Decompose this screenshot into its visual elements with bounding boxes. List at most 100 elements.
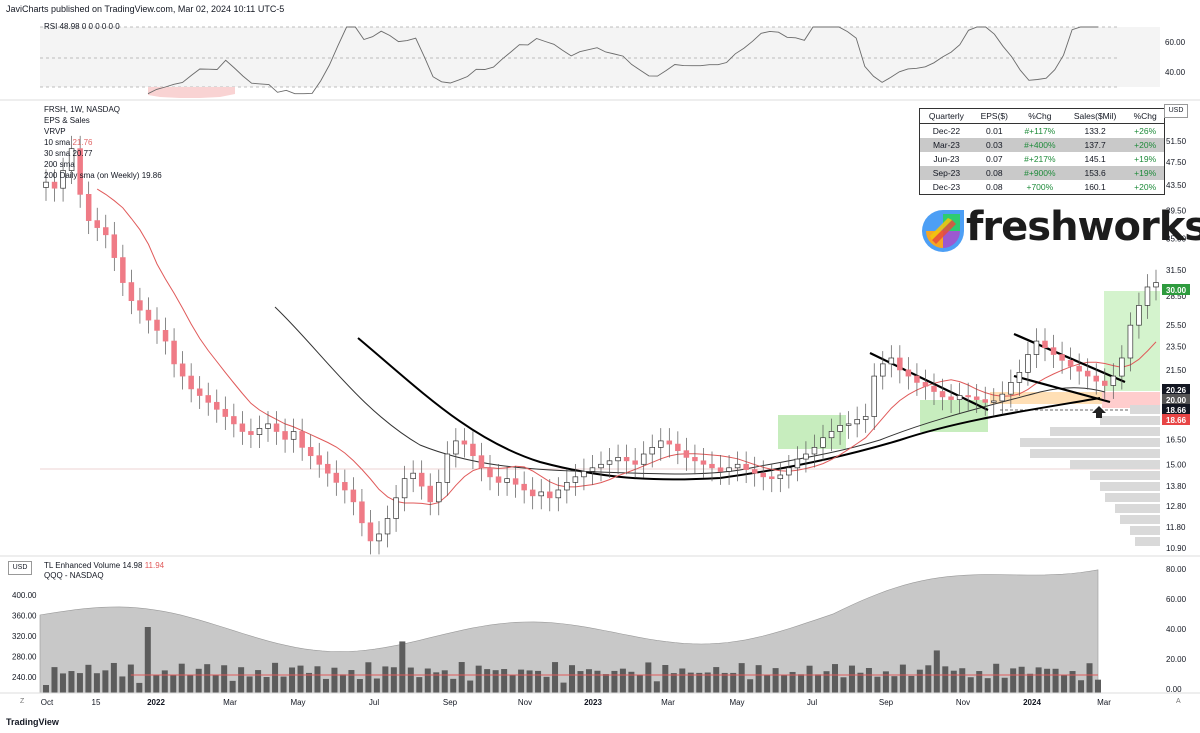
volume-bar	[628, 671, 635, 693]
cell: +19%	[1134, 154, 1157, 164]
candle	[350, 477, 357, 516]
candle	[828, 418, 835, 452]
volume-bar	[577, 671, 584, 693]
candle	[862, 403, 869, 433]
candle	[803, 441, 809, 473]
cell: Jun-23	[933, 154, 960, 164]
candle	[231, 403, 237, 438]
price-tick: 12.80	[1166, 502, 1187, 511]
candle	[60, 157, 66, 202]
freshworks-logo-icon	[922, 210, 964, 252]
candle	[1144, 274, 1151, 319]
cell: 0.03	[972, 138, 1016, 152]
candle	[265, 411, 271, 442]
volume-bar	[382, 666, 389, 693]
volume-bar	[390, 667, 397, 693]
candle	[948, 384, 954, 414]
svg-text:18.66: 18.66	[1166, 406, 1187, 415]
x-tick: Nov	[518, 698, 532, 707]
volume-bar	[161, 670, 168, 693]
currency-label: USD	[1164, 104, 1188, 118]
candle	[888, 345, 895, 378]
candle	[444, 441, 451, 496]
volume-bar	[1027, 673, 1034, 693]
volume-right-tick: 40.00	[1166, 625, 1187, 634]
volume-bar	[322, 678, 329, 693]
candle	[77, 135, 83, 208]
volume-bar	[560, 682, 567, 693]
candle	[1008, 369, 1014, 408]
volume-bar	[484, 669, 491, 693]
volume-legend-line1: TL Enhanced Volume 14.98 11.94	[44, 561, 164, 571]
candle	[547, 479, 553, 512]
candle	[1093, 363, 1099, 395]
price-tick: 13.80	[1166, 482, 1187, 491]
candle	[1119, 345, 1125, 390]
legend-sma200: 200 sma	[44, 160, 75, 169]
volume-bar	[823, 671, 830, 693]
candle	[529, 477, 536, 510]
volume-bar	[59, 673, 66, 693]
cell: 160.1	[1084, 182, 1106, 192]
candle	[393, 485, 399, 532]
candle	[1050, 334, 1057, 368]
scale-a-button[interactable]: A	[1176, 698, 1181, 705]
candle	[871, 363, 877, 430]
volume-bar	[93, 673, 100, 693]
volume-bar	[891, 676, 898, 693]
volume-right-tick: 0.00	[1166, 685, 1182, 694]
legend-symbol: FRSH, 1W, NASDAQ	[44, 105, 121, 114]
volume-bar	[365, 662, 372, 693]
price-badge: 20.00	[1162, 394, 1190, 405]
volume-bar	[416, 677, 423, 693]
table-row: Jun-23 0.07 #+217% 145.1 +19%	[920, 152, 1165, 166]
col-sales-chg: %Chg	[1126, 108, 1165, 124]
col-eps: EPS($)	[972, 108, 1016, 124]
candle	[931, 373, 937, 405]
volume-bar	[730, 672, 737, 693]
col-eps-chg: %Chg	[1015, 108, 1064, 124]
volume-left-tick: 240.00	[12, 673, 37, 682]
sma-200-line	[357, 337, 1101, 481]
volume-bar	[798, 674, 805, 693]
candle	[478, 442, 485, 482]
candle	[162, 317, 169, 355]
sma10-label: 10 sma	[44, 138, 71, 147]
candle	[939, 378, 946, 411]
candle	[658, 428, 664, 461]
volume-bar	[238, 667, 245, 693]
volume-bar	[221, 665, 228, 693]
candle	[760, 460, 766, 491]
candle	[683, 437, 690, 471]
vrvp-bar	[1135, 537, 1160, 546]
x-tick: May	[729, 698, 744, 707]
candle	[290, 418, 297, 453]
candle	[598, 451, 604, 482]
volume-bar	[306, 672, 312, 693]
col-sales: Sales($Mil)	[1063, 108, 1127, 124]
cell: +26%	[1134, 126, 1157, 136]
candle	[179, 351, 186, 390]
volume-bar	[526, 670, 533, 693]
volume-bar	[789, 671, 796, 693]
volume-bar	[144, 627, 151, 693]
volume-label: TL Enhanced Volume	[44, 561, 121, 570]
freshworks-wordmark: freshworks	[966, 204, 1200, 250]
candles	[43, 135, 1159, 555]
volume-bar	[136, 682, 143, 693]
scale-z-button[interactable]: Z	[20, 698, 25, 705]
volume-bar	[1095, 679, 1101, 693]
volume-bar	[857, 672, 864, 693]
volume-bar	[611, 670, 618, 693]
volume-left-tick: 360.00	[12, 612, 37, 621]
buy-arrow-icon	[1092, 406, 1106, 418]
table-row: Sep-23 0.08 #+900% 153.6 +19%	[919, 166, 1165, 180]
volume-right-tick: 80.00	[1166, 565, 1187, 574]
candle	[632, 448, 638, 478]
vrvp-bar	[1020, 438, 1160, 447]
candle	[1025, 341, 1031, 386]
candle	[222, 396, 229, 430]
candle	[692, 444, 698, 475]
candle	[820, 424, 826, 461]
volume-axis: 400.00 360.00 320.00 280.00 240.00 80.00 60.00…	[12, 565, 1187, 694]
